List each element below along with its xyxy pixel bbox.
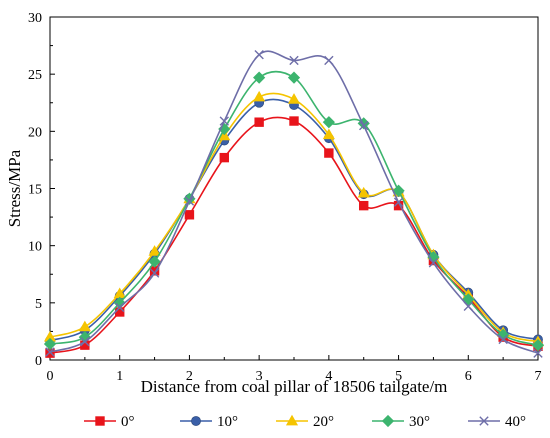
data-point [287,71,301,84]
data-point [289,116,299,126]
data-point [80,337,90,347]
legend-marker [191,416,201,426]
data-point [43,337,57,351]
data-point [324,55,334,66]
data-point [115,302,125,313]
data-point [428,258,439,268]
data-point [78,320,91,332]
data-point [254,117,264,127]
data-point [115,307,125,317]
legend-label: 0° [121,414,135,430]
data-point [45,348,55,358]
x-tick-label: 3 [256,369,263,384]
series-4 [45,50,543,358]
legend-label: 20° [313,414,334,430]
data-point [289,55,299,66]
legend: 0° 10° 20° 30° 40° [84,414,526,430]
data-point [219,116,229,126]
legend-marker [381,414,395,428]
x-tick-label: 6 [465,369,472,384]
data-point [148,255,161,268]
legend-marker [285,414,299,426]
data-point [322,128,335,140]
series-0 [45,116,543,358]
x-tick-label: 1 [116,369,123,384]
data-point [392,184,405,197]
data-point [359,120,369,131]
legend-item: 10° [180,414,238,430]
legend-marker [479,416,489,426]
data-point [393,197,404,207]
data-point [287,93,301,104]
y-tick-label: 0 [35,354,42,369]
data-point [463,301,473,311]
y-tick-label: 20 [28,125,42,140]
data-point [462,293,475,306]
x-tick-label: 5 [395,369,402,384]
y-tick-label: 30 [28,11,42,26]
data-point [45,347,55,357]
plot-area: 0 1 2 3 4 5 6 7 0 5 10 15 20 25 30 [28,11,545,384]
data-point [184,196,195,206]
legend-label: 30° [409,414,430,430]
y-tick-label: 5 [35,297,42,312]
data-point [184,210,195,220]
data-point [498,334,508,345]
legend-item: 20° [276,414,334,430]
data-point [359,200,369,211]
data-point [322,116,335,129]
legend-item: 30° [372,414,430,430]
y-tick-label: 10 [28,240,42,255]
legend-marker [95,416,105,426]
data-point [149,268,160,278]
legend-label: 10° [217,414,238,430]
x-tick-label: 7 [535,369,542,384]
data-point [219,152,229,163]
y-tick-label: 15 [28,183,42,198]
y-tick-label: 25 [28,68,42,83]
x-tick-label: 4 [325,369,332,384]
x-tick-label: 2 [186,369,193,384]
data-point [253,90,266,102]
data-point [357,186,370,198]
legend-item: 0° [84,414,135,430]
x-axis-label: Distance from coal pillar of 18506 tailg… [141,377,448,396]
data-point [148,245,161,256]
data-point [324,148,334,158]
data-point [531,339,545,352]
x-tick-label: 0 [47,369,54,384]
data-point [253,71,266,84]
legend-item: 40° [468,414,526,430]
legend-label: 40° [505,414,526,430]
y-axis-label: Stress/MPa [5,149,24,227]
data-point [533,348,543,358]
data-point [254,50,264,60]
series-line [49,116,539,354]
